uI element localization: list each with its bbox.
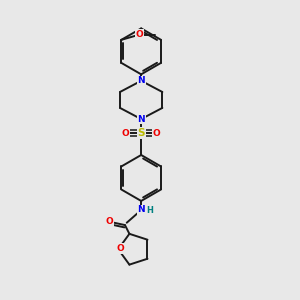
Text: N: N (137, 76, 145, 85)
Text: O: O (122, 129, 130, 138)
Text: O: O (153, 129, 160, 138)
Text: O: O (136, 30, 143, 39)
Text: O: O (117, 244, 124, 253)
Text: N: N (137, 115, 145, 124)
Text: S: S (137, 128, 145, 138)
Text: H: H (147, 206, 153, 215)
Text: O: O (106, 217, 113, 226)
Text: N: N (137, 205, 145, 214)
